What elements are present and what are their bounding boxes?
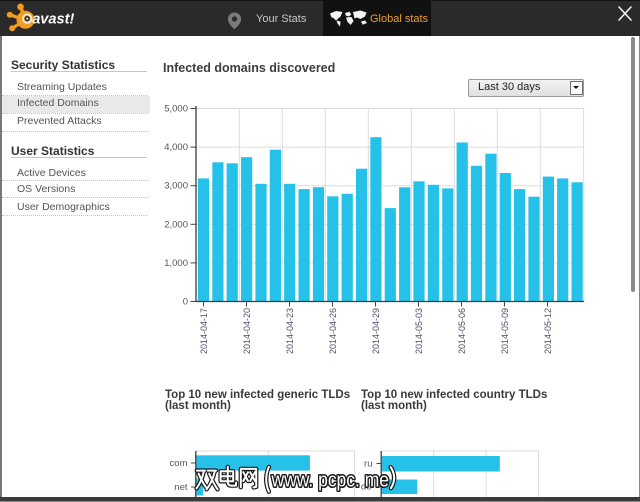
svg-text:2014-05-06: 2014-05-06	[457, 308, 467, 354]
svg-text:2014-04-29: 2014-04-29	[371, 308, 381, 354]
svg-text:3,000: 3,000	[164, 181, 188, 192]
svg-text:0: 0	[183, 297, 188, 308]
svg-text:2014-05-09: 2014-05-09	[500, 308, 510, 354]
svg-text:2014-05-03: 2014-05-03	[414, 308, 424, 354]
svg-text:2014-04-26: 2014-04-26	[328, 308, 338, 354]
svg-text:www. pcpc. me: www. pcpc. me	[271, 469, 389, 491]
svg-text:com: com	[170, 458, 188, 469]
svg-text:www. pcpc. me: www. pcpc. me	[271, 469, 389, 491]
svg-text:2014-04-23: 2014-04-23	[285, 308, 295, 354]
svg-text:2,000: 2,000	[164, 219, 188, 230]
svg-text:2014-04-20: 2014-04-20	[242, 308, 252, 354]
svg-text:de: de	[361, 482, 372, 493]
svg-text:2014-04-17: 2014-04-17	[199, 308, 209, 354]
svg-text:avast!: avast!	[32, 12, 74, 28]
svg-text:4,000: 4,000	[164, 142, 188, 153]
svg-text:1,000: 1,000	[164, 258, 188, 269]
svg-text:2014-05-12: 2014-05-12	[543, 308, 553, 354]
svg-text:ru: ru	[364, 459, 372, 470]
svg-text:5,000: 5,000	[164, 104, 188, 115]
svg-text:net: net	[174, 482, 188, 493]
